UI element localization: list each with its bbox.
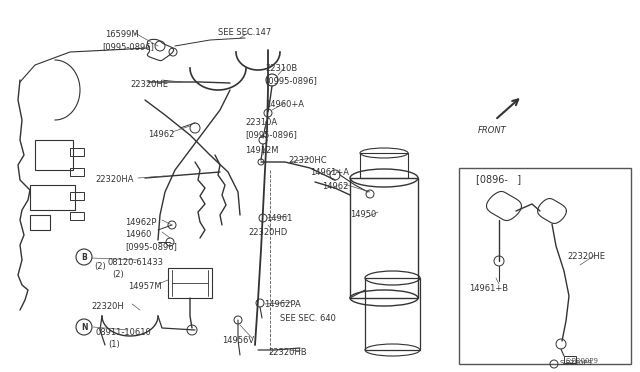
Bar [459, 168, 631, 364]
Text: [0995-0896]: [0995-0896] [125, 242, 177, 251]
Text: (2): (2) [94, 262, 106, 271]
Text: (1): (1) [108, 340, 120, 349]
Text: 14961+A: 14961+A [310, 168, 349, 177]
Text: S:P300P9: S:P300P9 [565, 358, 598, 364]
Text: 14957M: 14957M [128, 282, 162, 291]
Text: SEE SEC. 640: SEE SEC. 640 [280, 314, 336, 323]
Text: 22320HC: 22320HC [288, 156, 326, 165]
Bar [350, 178, 418, 298]
Text: 22310A: 22310A [245, 118, 277, 127]
Text: 14960+A: 14960+A [265, 100, 304, 109]
Bar [70, 192, 84, 200]
Text: 22320HA: 22320HA [95, 175, 134, 184]
Bar [168, 268, 212, 298]
Text: [0995-0896]: [0995-0896] [102, 42, 154, 51]
Bar [70, 148, 84, 156]
Text: 08911-10610: 08911-10610 [96, 328, 152, 337]
Text: 14961+B: 14961+B [469, 284, 508, 293]
Bar [360, 153, 408, 178]
Text: B: B [81, 253, 87, 262]
Text: [0995-0896]: [0995-0896] [245, 130, 297, 139]
Text: FRONT: FRONT [478, 126, 507, 135]
Text: 14950: 14950 [350, 210, 376, 219]
Text: 22320HD: 22320HD [248, 228, 287, 237]
Bar [564, 356, 576, 363]
Text: [0896-   ]: [0896- ] [476, 174, 521, 184]
Text: 22320HB: 22320HB [268, 348, 307, 357]
Text: S:P300P9: S:P300P9 [560, 360, 593, 366]
Text: 08120-61433: 08120-61433 [108, 258, 164, 267]
Bar [30, 185, 75, 210]
Text: 14956V: 14956V [222, 336, 254, 345]
Text: [0995-0896]: [0995-0896] [265, 76, 317, 85]
Text: SEE SEC.147: SEE SEC.147 [218, 28, 271, 37]
Bar [70, 168, 84, 176]
Text: (2): (2) [112, 270, 124, 279]
Text: 22320HE: 22320HE [130, 80, 168, 89]
Bar [70, 212, 84, 220]
Text: 16599M: 16599M [105, 30, 139, 39]
Text: 22320HE: 22320HE [567, 252, 605, 261]
Text: 14961: 14961 [266, 214, 292, 223]
Text: 14962PA: 14962PA [264, 300, 301, 309]
Text: 22320H: 22320H [91, 302, 124, 311]
Bar [30, 215, 50, 230]
Text: 22310B: 22310B [265, 64, 297, 73]
Text: 14912M: 14912M [245, 146, 278, 155]
Text: 14962P: 14962P [125, 218, 157, 227]
Text: 14962: 14962 [148, 130, 174, 139]
Text: N: N [81, 323, 87, 331]
Text: 14960: 14960 [125, 230, 152, 239]
Text: 14962: 14962 [322, 182, 348, 191]
Bar [365, 278, 420, 350]
Bar [35, 140, 73, 170]
